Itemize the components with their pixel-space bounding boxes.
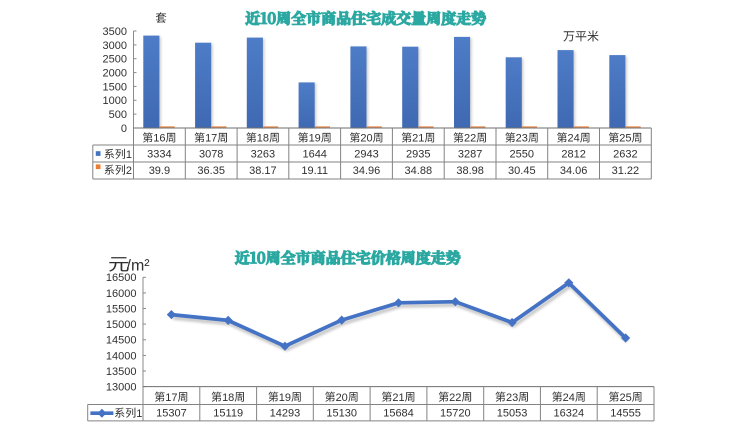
svg-text:14293: 14293: [270, 407, 301, 419]
svg-text:3078: 3078: [199, 149, 223, 161]
svg-text:25: 25: [619, 133, 631, 145]
svg-text:1500: 1500: [103, 81, 127, 93]
svg-text:14555: 14555: [610, 407, 641, 419]
svg-text:23: 23: [506, 392, 518, 404]
svg-text:34.96: 34.96: [353, 165, 381, 177]
svg-text:2943: 2943: [354, 149, 378, 161]
svg-text:15720: 15720: [440, 407, 471, 419]
svg-text:24: 24: [567, 133, 579, 145]
svg-text:23: 23: [516, 133, 528, 145]
svg-text:24: 24: [563, 392, 575, 404]
svg-text:19.11: 19.11: [301, 165, 328, 177]
svg-text:20: 20: [360, 133, 372, 145]
svg-text:2: 2: [126, 165, 132, 177]
svg-text:0: 0: [121, 123, 127, 135]
svg-text:14000: 14000: [106, 350, 137, 362]
svg-text:500: 500: [109, 109, 127, 121]
svg-text:1: 1: [136, 408, 142, 420]
svg-text:15119: 15119: [213, 407, 243, 419]
svg-text:13000: 13000: [106, 382, 137, 394]
svg-text:/m²: /m²: [127, 257, 151, 274]
svg-text:20: 20: [336, 392, 348, 404]
svg-text:2812: 2812: [561, 149, 585, 161]
svg-text:36.35: 36.35: [197, 165, 225, 177]
svg-text:31.22: 31.22: [612, 165, 640, 177]
svg-text:14500: 14500: [106, 335, 137, 347]
svg-text:22: 22: [464, 133, 476, 145]
svg-text:1000: 1000: [103, 95, 127, 107]
svg-text:38.17: 38.17: [249, 165, 277, 177]
svg-text:25: 25: [619, 392, 631, 404]
svg-text:34.88: 34.88: [405, 165, 433, 177]
svg-text:16324: 16324: [554, 407, 585, 419]
svg-text:16: 16: [153, 133, 165, 145]
svg-text:2500: 2500: [103, 54, 127, 66]
svg-text:2000: 2000: [103, 68, 127, 80]
svg-text:34.06: 34.06: [560, 165, 588, 177]
svg-text:3263: 3263: [251, 149, 275, 161]
svg-text:18: 18: [257, 133, 269, 145]
svg-text:17: 17: [165, 392, 177, 404]
svg-text:15307: 15307: [156, 407, 187, 419]
svg-text:2632: 2632: [613, 149, 637, 161]
svg-text:19: 19: [279, 392, 291, 404]
svg-text:3334: 3334: [147, 149, 171, 161]
svg-text:13500: 13500: [106, 366, 137, 378]
svg-text:16500: 16500: [106, 272, 137, 284]
svg-text:1644: 1644: [302, 149, 326, 161]
svg-text:19: 19: [309, 133, 321, 145]
svg-text:16000: 16000: [106, 288, 137, 300]
svg-text:22: 22: [449, 392, 461, 404]
svg-text:15053: 15053: [497, 407, 528, 419]
svg-text:21: 21: [392, 392, 404, 404]
svg-text:21: 21: [412, 133, 424, 145]
svg-text:38.98: 38.98: [456, 165, 484, 177]
svg-text:39.9: 39.9: [149, 165, 170, 177]
svg-text:3287: 3287: [458, 149, 482, 161]
svg-text:15684: 15684: [383, 407, 414, 419]
svg-text:2550: 2550: [510, 149, 534, 161]
svg-text:15500: 15500: [106, 303, 137, 315]
svg-text:30.45: 30.45: [508, 165, 536, 177]
svg-text:2935: 2935: [406, 149, 430, 161]
svg-text:1: 1: [126, 149, 132, 161]
svg-text:15000: 15000: [106, 319, 137, 331]
svg-text:15130: 15130: [326, 407, 357, 419]
svg-text:18: 18: [222, 392, 234, 404]
svg-text:17: 17: [205, 133, 217, 145]
svg-text:3500: 3500: [103, 26, 127, 38]
svg-text:3000: 3000: [103, 40, 127, 52]
